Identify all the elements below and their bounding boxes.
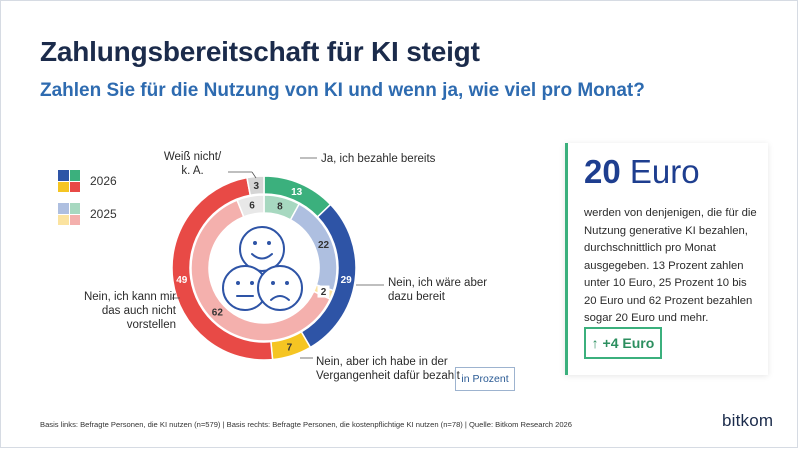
footnote: Basis links: Befragte Personen, die KI n… xyxy=(40,420,573,429)
legend-label-2026: 2026 xyxy=(90,174,117,188)
value-label-2026-weiss-nicht: 3 xyxy=(253,181,259,192)
leader-line-weiss-nicht-tail xyxy=(251,171,257,179)
face-icons xyxy=(222,226,303,311)
average-amount: 20 Euro xyxy=(584,153,700,191)
callout-leaders xyxy=(172,157,384,359)
callout-waere-bereit: Nein, ich wäre aber dazu bereit xyxy=(388,277,488,303)
value-label-2026-nicht-vorstellen: 49 xyxy=(176,275,188,286)
sad-face-icon xyxy=(257,265,303,311)
legend-label-2025: 2025 xyxy=(90,207,117,221)
legend-item-2025: 2025 xyxy=(58,203,117,225)
donut-rings xyxy=(171,175,357,361)
value-label-bg-2025-vergangenheit xyxy=(317,285,330,298)
page-title: Zahlungsbereitschaft für KI steigt xyxy=(40,36,480,67)
bitkom-logo: bitkom xyxy=(722,411,774,430)
panel-description: werden von denjenigen, die für die Nutzu… xyxy=(584,207,757,324)
donut-slice-2025-weiss-nicht xyxy=(236,194,265,218)
value-label-2025-weiss-nicht: 6 xyxy=(249,201,255,212)
unit-label: in Prozent xyxy=(455,367,515,391)
value-label-2026-bereit: 29 xyxy=(341,275,353,286)
callout-vergangenheit: Nein, aber ich habe in der Vergangenheit… xyxy=(316,356,460,382)
legend-item-2026: 2026 xyxy=(58,170,117,192)
delta-badge: ↑ +4 Euro xyxy=(584,327,662,359)
info-panel: 20 Euro werden von denjenigen, die für d… xyxy=(565,143,768,375)
average-number: 20 xyxy=(584,153,621,190)
legend-swatch-2026 xyxy=(58,170,80,192)
value-label-2025-nicht-vorstellen: 62 xyxy=(212,307,224,318)
donut-slice-2025-nicht-vorstellen xyxy=(190,199,332,342)
value-label-2026-ja: 13 xyxy=(291,187,303,198)
legend-swatch-2025 xyxy=(58,203,80,225)
average-unit: Euro xyxy=(629,153,700,190)
value-label-2026-vergangenheit: 7 xyxy=(287,343,293,354)
value-label-2025-ja: 8 xyxy=(277,202,283,213)
happy-face-icon xyxy=(239,226,285,272)
callout-ja-bezahle: Ja, ich bezahle bereits xyxy=(321,153,436,165)
value-label-2025-bereit: 22 xyxy=(318,240,330,251)
donut-slice-2026-weiss-nicht xyxy=(246,175,265,197)
callout-weiss-nicht: Weiß nicht/ k. A. xyxy=(163,151,222,177)
page-subtitle: Zahlen Sie für die Nutzung von KI und we… xyxy=(40,80,645,101)
value-label-2025-vergangenheit: 2 xyxy=(321,287,327,298)
callout-nicht-vorstellen: Nein, ich kann mir das auch nicht vorste… xyxy=(83,291,176,331)
